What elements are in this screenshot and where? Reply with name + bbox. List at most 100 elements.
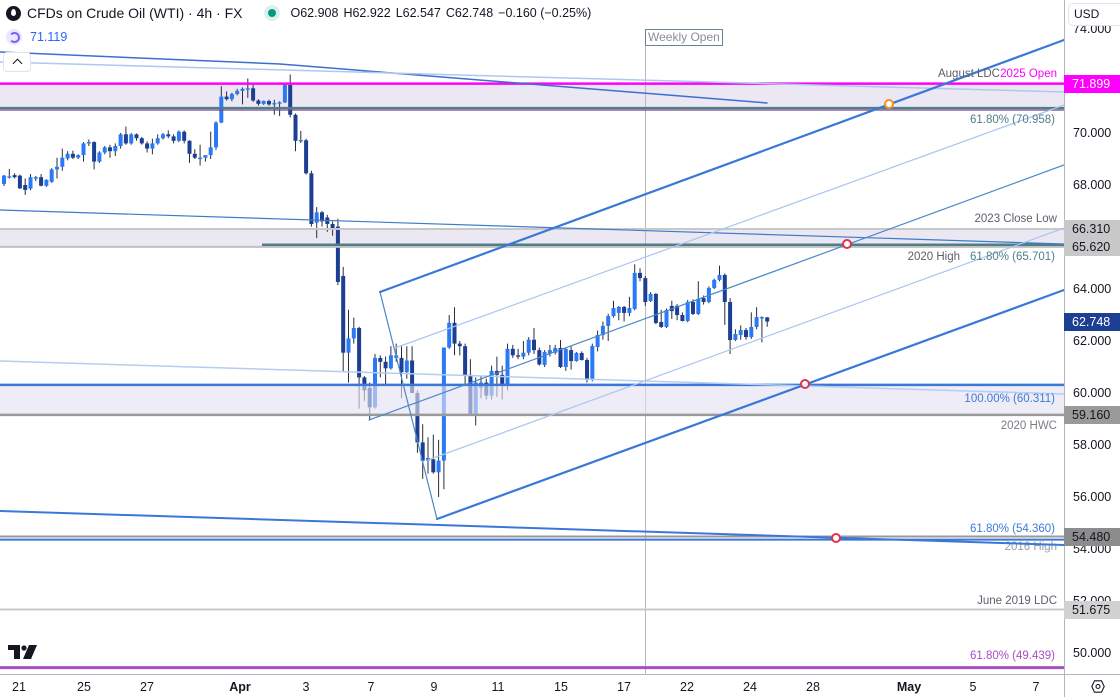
price-marker-2020-high: 65.620: [1064, 238, 1120, 256]
candle-body: [224, 96, 229, 100]
pitchfork-median-line[interactable]: [368, 164, 1064, 421]
zone-fib-60311-to-2020-hwc[interactable]: [0, 384, 1064, 415]
candle-body: [553, 348, 558, 353]
price-tick: 64.000: [1073, 282, 1112, 296]
drawings-layer: [0, 38, 1064, 670]
candle: [526, 337, 531, 356]
candle: [288, 74, 293, 118]
candle-body: [404, 360, 409, 373]
candle-body: [436, 460, 441, 473]
candle: [516, 348, 521, 360]
candle: [744, 328, 748, 340]
symbol-title[interactable]: CFDs on Crude Oil (WTI) · 4h · FX: [27, 5, 243, 21]
lower-descending-trendline[interactable]: [0, 510, 1064, 546]
candle-body: [203, 155, 208, 158]
candle-body: [532, 339, 536, 351]
candle-body: [489, 370, 494, 396]
settings-icon[interactable]: [1091, 680, 1105, 693]
lower-descending-trendline-light[interactable]: [0, 360, 1064, 395]
candle: [457, 341, 462, 356]
candle: [240, 87, 245, 105]
candle: [532, 328, 536, 354]
candle-body: [606, 316, 611, 326]
candle: [293, 113, 298, 152]
price-axis[interactable]: 74.000 72.000 70.000 68.000 66.000 64.00…: [1064, 0, 1120, 674]
time-axis[interactable]: 21 25 27 Apr 3 7 9 11 15 17 22 24 28 May…: [0, 674, 1064, 697]
candle: [563, 347, 568, 371]
candle: [2, 174, 6, 187]
candle-body: [92, 142, 97, 162]
candle-body: [638, 272, 642, 279]
zone-2023-close-low-to-2020-high[interactable]: [0, 228, 1064, 247]
market-status-icon[interactable]: [264, 5, 281, 21]
indicator-legend-row[interactable]: 71.119: [6, 27, 67, 47]
candle-body: [701, 298, 706, 302]
upper-descending-trendline-light[interactable]: [0, 61, 1064, 93]
pitchfork-upper-line[interactable]: [378, 38, 1064, 294]
candle-body: [457, 343, 462, 347]
candle: [749, 312, 754, 339]
oil-drop-icon: [6, 5, 21, 21]
candle-body: [558, 348, 563, 367]
candle: [298, 130, 303, 143]
symbol-legend-row[interactable]: CFDs on Crude Oil (WTI) · 4h · FX O62.90…: [6, 3, 591, 23]
mid-descending-trendline[interactable]: [0, 209, 1064, 245]
weekly-open-label[interactable]: Weekly Open: [645, 29, 723, 46]
candle: [28, 174, 33, 191]
candle-body: [123, 134, 128, 144]
candle-body: [33, 177, 38, 179]
low-label: L: [395, 6, 403, 20]
price-tick: 70.000: [1073, 126, 1112, 140]
candle: [155, 134, 160, 145]
candle: [44, 179, 49, 187]
candle: [55, 157, 59, 179]
tradingview-logo[interactable]: [8, 645, 38, 660]
candle-body: [542, 351, 547, 365]
candle: [76, 154, 81, 159]
time-tick: 17: [617, 680, 631, 694]
candle-body: [145, 143, 150, 149]
candle: [447, 315, 452, 349]
candle-body: [452, 322, 457, 344]
candle-body: [722, 274, 727, 302]
upper-descending-trendline[interactable]: [0, 51, 768, 104]
candle: [431, 434, 436, 474]
candle: [521, 341, 526, 360]
candle-body: [240, 88, 245, 91]
pitchfork-lower-line[interactable]: [435, 288, 1064, 521]
candle-body: [595, 335, 600, 347]
collapse-legend-button[interactable]: [3, 52, 31, 72]
low-value: 62.547: [402, 6, 441, 20]
candle-body: [293, 114, 298, 141]
intersection-marker-70958[interactable]: [884, 99, 894, 109]
pitchfork-upper-quarter-line[interactable]: [394, 104, 1064, 349]
candle: [219, 86, 224, 124]
label-fib-49439: 61.80% (49.439): [970, 650, 1055, 662]
candle: [351, 317, 356, 344]
label-2025-open: 2025 Open: [1000, 68, 1057, 80]
pitchfork-lower-quarter-line[interactable]: [427, 227, 1064, 461]
candle-body: [569, 350, 574, 362]
candle: [198, 144, 203, 166]
candle-body: [267, 101, 271, 105]
time-tick: 22: [680, 680, 694, 694]
candle-body: [161, 134, 165, 139]
candle-body: [415, 393, 420, 443]
pitchfork-handle-line[interactable]: [379, 291, 438, 520]
candle-body: [102, 147, 107, 153]
candle: [86, 139, 91, 146]
intersection-marker-54360[interactable]: [831, 533, 841, 543]
intersection-marker-65620[interactable]: [842, 239, 852, 249]
candle: [754, 307, 759, 330]
chevron-up-icon: [12, 58, 22, 69]
candle: [728, 298, 733, 354]
candle: [214, 121, 218, 150]
intersection-marker-60311[interactable]: [800, 379, 810, 389]
currency-button[interactable]: USD: [1068, 3, 1120, 26]
candle: [12, 173, 17, 179]
time-tick: 27: [140, 680, 154, 694]
candle: [176, 130, 181, 143]
candle: [542, 350, 547, 367]
candle-body: [590, 345, 595, 380]
